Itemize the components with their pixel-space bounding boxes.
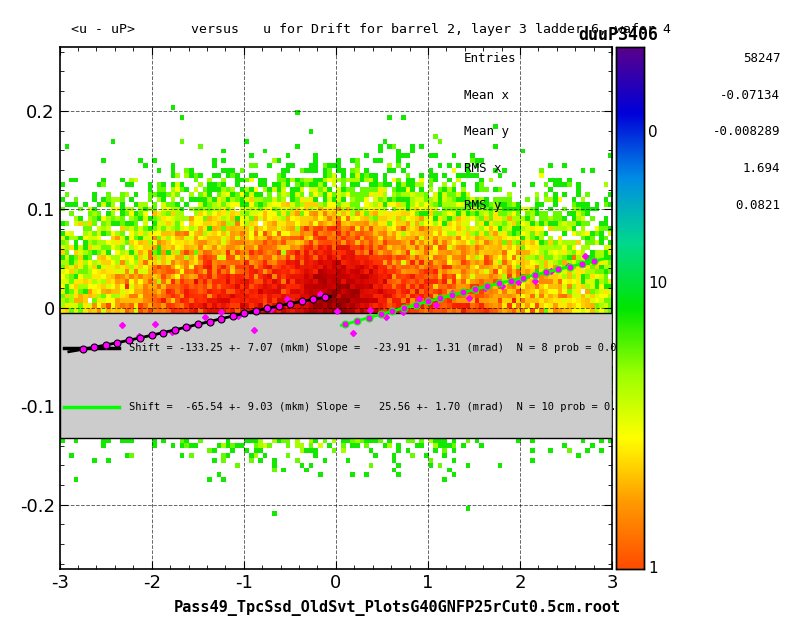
Text: Mean y: Mean y (463, 126, 509, 139)
Text: Shift = -133.25 +- 7.07 (mkm) Slope =  -23.91 +- 1.31 (mrad)  N = 8 prob = 0.002: Shift = -133.25 +- 7.07 (mkm) Slope = -2… (129, 342, 629, 352)
Text: RMS y: RMS y (463, 199, 502, 212)
Text: Pass49_TpcSsd_OldSvt_PlotsG40GNFP25rCut0.5cm.root: Pass49_TpcSsd_OldSvt_PlotsG40GNFP25rCut0… (174, 599, 621, 616)
Text: 58247: 58247 (743, 52, 781, 66)
Text: -0.07134: -0.07134 (720, 89, 781, 102)
Text: <u - uP>       versus   u for Drift for barrel 2, layer 3 ladder 6, wafer 4: <u - uP> versus u for Drift for barrel 2… (72, 24, 671, 36)
Text: Entries: Entries (463, 52, 516, 66)
Text: duuP3406: duuP3406 (579, 26, 659, 44)
Bar (60, 312, 612, 438)
Text: 0.0821: 0.0821 (735, 199, 781, 212)
Text: 1.694: 1.694 (743, 162, 781, 175)
Text: -0.008289: -0.008289 (713, 126, 781, 139)
Text: Mean x: Mean x (463, 89, 509, 102)
Text: Shift =  -65.54 +- 9.03 (mkm) Slope =   25.56 +- 1.70 (mrad)  N = 10 prob = 0.00: Shift = -65.54 +- 9.03 (mkm) Slope = 25.… (129, 401, 635, 411)
Text: 10: 10 (648, 276, 667, 291)
Text: 0: 0 (648, 126, 657, 141)
Text: 1: 1 (648, 561, 657, 576)
Text: RMS x: RMS x (463, 162, 502, 175)
